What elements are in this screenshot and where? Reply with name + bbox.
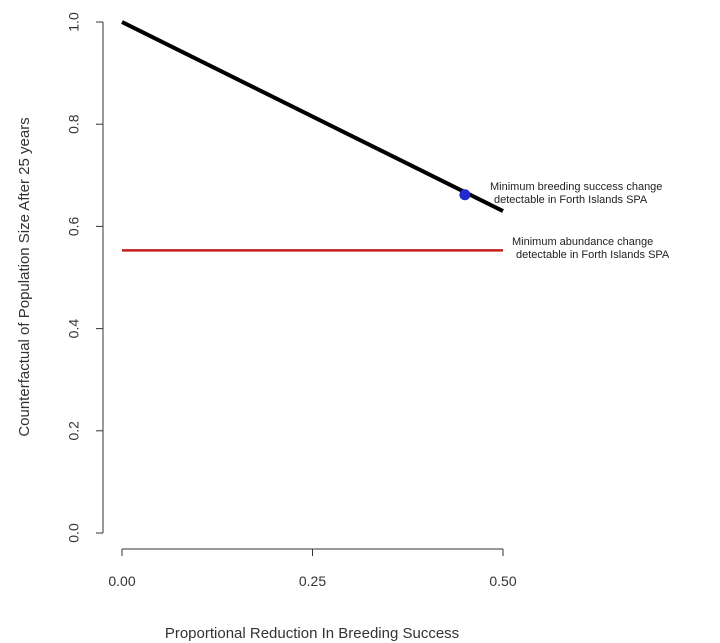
plot-area [121,20,504,252]
y-tick-label: 0.4 [66,319,82,339]
x-tick-label: 0.00 [108,573,135,589]
y-tick-label: 0.0 [66,523,82,543]
y-axis: 0.0 0.2 0.4 0.6 0.8 1.0 [66,12,104,543]
chart-marks [121,20,504,252]
x-tick-label: 0.25 [299,573,326,589]
annotation-label: Minimum breeding success change [490,181,662,193]
annotations: Minimum breeding success changedetectabl… [490,181,670,261]
annotation-label: detectable in Forth Islands SPA [516,249,670,261]
x-axis: 0.00 0.25 0.50 [108,548,517,589]
annotation-label: Minimum abundance change [512,236,653,248]
y-axis-title: Counterfactual of Population Size After … [16,117,33,436]
y-tick-label: 1.0 [66,12,82,32]
x-tick-label: 0.50 [489,573,516,589]
series-line-counterfactual [121,20,504,213]
y-tick-label: 0.8 [66,114,82,134]
data-point-breeding-threshold [459,189,471,201]
y-tick-label: 0.6 [66,216,82,236]
x-axis-title: Proportional Reduction In Breeding Succe… [165,625,459,642]
y-tick-label: 0.2 [66,421,82,441]
annotation-label: detectable in Forth Islands SPA [494,194,648,206]
